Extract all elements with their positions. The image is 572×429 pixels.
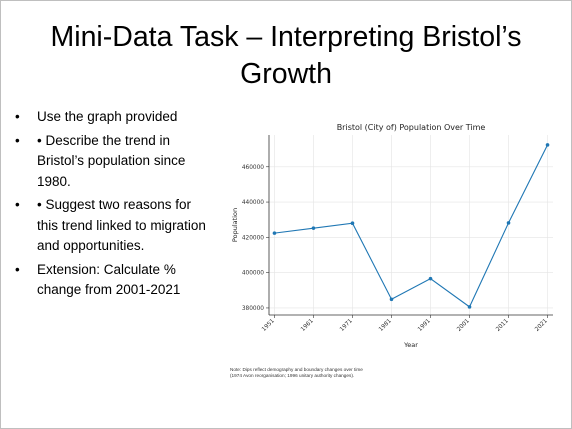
chart-note: Note: Dips reflect demography and bounda… xyxy=(230,367,450,379)
data-point xyxy=(506,221,511,225)
bullet-text: • Suggest two reasons for this trend lin… xyxy=(37,197,206,253)
bullet-marker: • xyxy=(15,109,20,124)
chart-title: Bristol (City of) Population Over Time xyxy=(337,123,486,132)
bullet-text: Extension: Calculate % change from 2001-… xyxy=(37,261,181,298)
bullet-marker: • xyxy=(15,197,20,212)
chart-note-line: (1974 Avon reorganisation; 1996 unitary … xyxy=(230,373,355,378)
y-tick-label: 420000 xyxy=(242,235,264,241)
bullet-item: • Use the graph provided xyxy=(15,107,211,128)
x-tick-label: 1961 xyxy=(300,318,315,333)
x-tick-label: 1991 xyxy=(417,318,432,333)
data-point xyxy=(545,143,550,147)
bullet-text: • Describe the trend in Bristol’s popula… xyxy=(37,132,186,189)
data-point xyxy=(389,297,394,302)
x-tick-label: 1971 xyxy=(339,318,354,333)
data-point xyxy=(272,231,277,235)
data-point xyxy=(428,276,433,281)
x-tick-label: 2011 xyxy=(495,318,510,333)
y-tick-label: 380000 xyxy=(242,306,264,312)
bullet-item: • • Describe the trend in Bristol’s popul… xyxy=(15,131,211,193)
data-point xyxy=(311,226,316,230)
slide-title: Mini-Data Task – Interpreting Bristol’s … xyxy=(50,21,522,90)
bullet-list: • Use the graph provided • • Describe the … xyxy=(15,107,211,304)
y-tick-label: 460000 xyxy=(242,165,264,171)
y-axis-label: Population xyxy=(231,208,239,242)
x-tick-label: 1981 xyxy=(378,318,393,333)
data-point xyxy=(350,221,355,226)
population-chart-svg: Bristol (City of) Population Over Time 38… xyxy=(231,123,553,349)
bullet-item: • • Suggest two reasons for this trend li… xyxy=(15,195,211,257)
y-tick-label: 440000 xyxy=(242,200,264,206)
x-tick-label: 1951 xyxy=(261,318,276,333)
y-tick-label: 400000 xyxy=(242,271,264,277)
bullet-marker: • xyxy=(15,261,20,277)
chart-note-line: Note: Dips reflect demography and bounda… xyxy=(230,367,363,372)
bullet-text: Use the graph provided xyxy=(37,109,178,124)
population-series-line xyxy=(274,144,549,308)
x-tick-label: 2001 xyxy=(456,318,471,333)
x-axis-label: Year xyxy=(403,341,418,349)
bullet-marker: • xyxy=(15,132,20,148)
x-tick-label: 2021 xyxy=(534,318,549,333)
bullet-item: • Extension: Calculate % change from 2001… xyxy=(15,260,211,301)
data-point xyxy=(467,305,472,309)
population-chart: Bristol (City of) Population Over Time 38… xyxy=(223,117,563,355)
